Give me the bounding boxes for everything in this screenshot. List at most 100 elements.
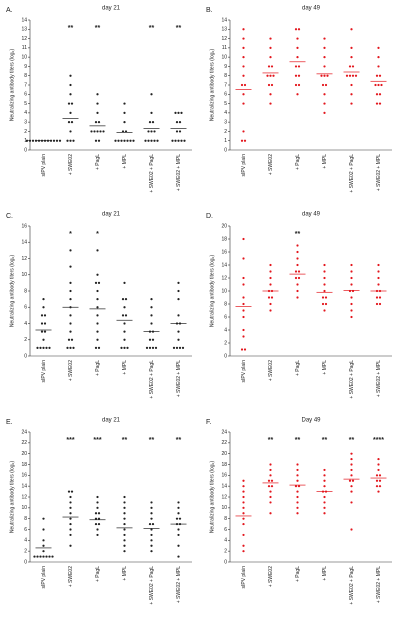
data-point (377, 463, 380, 466)
data-point (123, 522, 126, 526)
y-tick-label: 8 (24, 288, 27, 294)
data-point (321, 83, 325, 87)
data-point (177, 111, 180, 114)
data-point (242, 276, 245, 280)
y-tick-label: 4 (24, 321, 27, 327)
x-tick-label: sIPV plain (241, 566, 247, 589)
data-point (123, 102, 126, 105)
y-tick-label: 0 (224, 147, 227, 153)
data-point (242, 37, 245, 40)
data-point (242, 328, 245, 332)
data-point (150, 298, 153, 301)
data-point (40, 314, 44, 317)
data-point (296, 244, 299, 247)
data-point (267, 83, 271, 87)
y-tick-label: 3 (24, 119, 27, 125)
data-point (350, 452, 353, 455)
data-point (323, 501, 326, 504)
data-point (121, 130, 125, 133)
data-point (174, 111, 177, 114)
x-tick-label: sIPV plain (241, 360, 247, 383)
x-tick-label: + SWE02 + PagL (349, 566, 355, 605)
data-point (102, 130, 105, 133)
data-point (31, 139, 35, 142)
data-point (177, 338, 180, 341)
y-tick-label: 6 (24, 305, 27, 311)
data-point (350, 490, 353, 493)
y-tick-label: 4 (224, 327, 227, 333)
y-tick-label: 4 (24, 110, 27, 116)
data-point (323, 506, 326, 509)
data-point (123, 539, 126, 542)
chart-title: day 21 (102, 418, 121, 424)
data-point (269, 56, 272, 59)
y-tick-label: 2 (224, 129, 227, 135)
data-point (43, 314, 47, 317)
y-tick-label: 13 (21, 27, 27, 33)
data-point (177, 501, 180, 504)
data-point (150, 139, 153, 142)
data-point (150, 517, 153, 520)
data-point (269, 263, 272, 267)
data-point (242, 65, 245, 68)
data-point (351, 479, 355, 482)
data-point (147, 130, 150, 133)
data-point (350, 474, 353, 477)
data-point (269, 276, 272, 280)
significance: ** (149, 437, 155, 444)
data-point (172, 346, 176, 349)
x-tick-label: sIPV plain (41, 360, 47, 383)
data-point (242, 130, 245, 133)
data-point (72, 346, 75, 349)
y-tick-label: 18 (221, 462, 227, 468)
data-point (96, 249, 99, 252)
data-point (69, 322, 72, 325)
y-tick-label: 4 (24, 538, 27, 544)
data-point (177, 139, 180, 142)
x-tick-label: + MPL (122, 566, 128, 581)
data-point (377, 65, 380, 68)
y-tick-label: 22 (221, 440, 227, 446)
data-point (296, 56, 299, 59)
x-tick-label: + SWE02 (268, 154, 274, 175)
data-point (69, 544, 72, 547)
x-tick-label: sIPV plain (41, 566, 47, 589)
data-point (242, 296, 245, 299)
data-point (123, 544, 126, 547)
data-point (242, 93, 245, 96)
data-point (42, 306, 45, 309)
y-tick-label: 14 (21, 17, 27, 23)
y-tick-label: 0 (224, 353, 227, 359)
data-point (177, 533, 180, 537)
data-point (174, 139, 177, 142)
data-point (36, 555, 39, 558)
data-point (297, 74, 301, 77)
data-point (240, 83, 244, 87)
data-point (378, 479, 382, 482)
data-point (33, 555, 36, 558)
data-point (69, 346, 72, 349)
y-tick-label: 8 (24, 516, 27, 522)
y-tick-label: 7 (24, 82, 27, 88)
y-tick-label: 8 (224, 73, 227, 79)
data-point (90, 130, 93, 133)
data-point (123, 495, 126, 499)
x-tick-label: + SWE02 (68, 360, 74, 381)
data-point (97, 517, 101, 520)
data-point (269, 501, 272, 504)
data-point (67, 490, 71, 493)
data-point (177, 506, 180, 509)
data-point (242, 550, 245, 553)
data-point (354, 74, 358, 77)
data-point (324, 296, 328, 299)
y-tick-label: 20 (21, 451, 27, 457)
y-tick-label: 0 (224, 559, 227, 565)
x-tick-label: + SWE02 + PagL (149, 154, 155, 193)
data-point (150, 539, 153, 542)
y-tick-label: 7 (224, 82, 227, 88)
data-point (177, 544, 180, 547)
y-axis-label: Neutralizing antibody titers (log₂) (209, 461, 215, 534)
data-point (69, 139, 72, 142)
data-point (123, 501, 126, 504)
data-point (294, 28, 298, 31)
